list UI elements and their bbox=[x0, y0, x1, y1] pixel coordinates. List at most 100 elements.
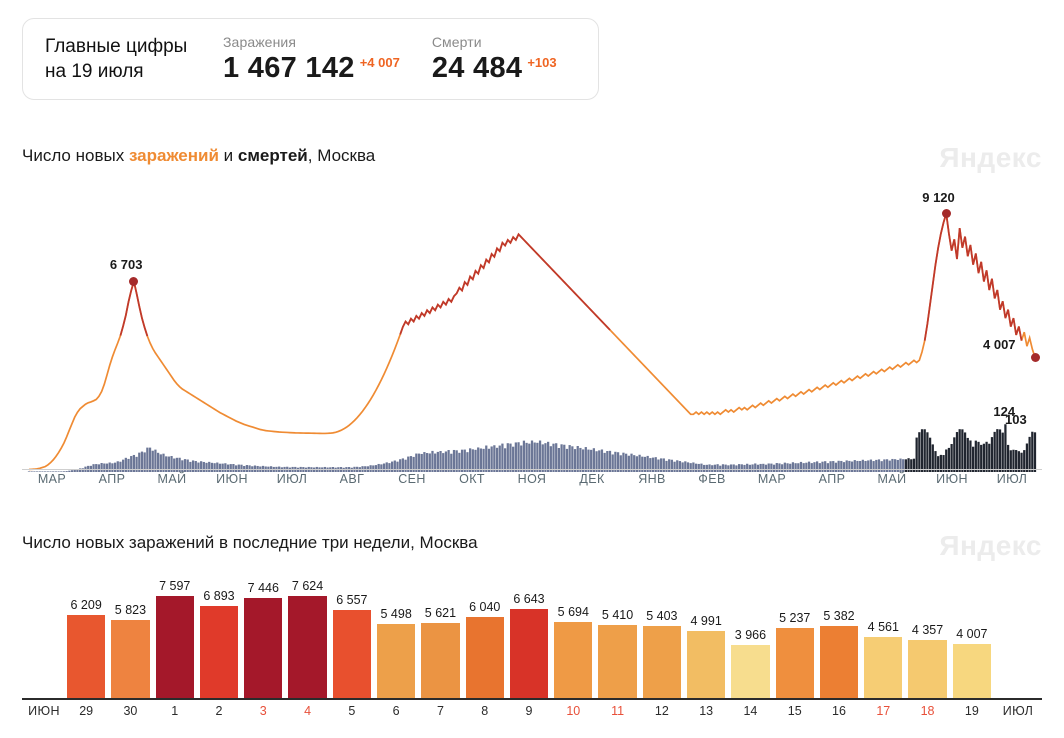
bar-column[interactable]: 5 694 bbox=[551, 568, 595, 698]
bar-rect bbox=[67, 615, 105, 698]
deaths-bar bbox=[542, 444, 544, 472]
bar-column[interactable]: 5 621 bbox=[418, 568, 462, 698]
deaths-bar bbox=[872, 461, 874, 472]
deaths-bar bbox=[528, 444, 530, 472]
bar-column[interactable]: 7 446 bbox=[241, 568, 285, 698]
bar-rect bbox=[244, 598, 282, 698]
deaths-bar bbox=[569, 445, 571, 472]
month-tick-фев: ФЕВ bbox=[698, 472, 725, 486]
metric-deaths-label: Смерти bbox=[432, 34, 557, 50]
metric-infections-value: 1 467 142 bbox=[223, 52, 355, 85]
bar-column[interactable]: 6 557 bbox=[330, 568, 374, 698]
bar-value-label: 4 991 bbox=[691, 614, 722, 628]
bar-column[interactable]: 4 561 bbox=[861, 568, 905, 698]
bar-column[interactable]: 5 498 bbox=[374, 568, 418, 698]
deaths-bar bbox=[507, 443, 509, 472]
bar-rect bbox=[377, 624, 415, 698]
top-chart-title-prefix: Число новых bbox=[22, 146, 129, 165]
bar-column[interactable]: 5 382 bbox=[817, 568, 861, 698]
deaths-bar bbox=[792, 462, 794, 472]
date-tick-июл: ИЮЛ bbox=[1003, 704, 1033, 718]
deaths-bar bbox=[746, 464, 748, 472]
deaths-bar bbox=[784, 463, 786, 472]
bar-column[interactable]: 3 966 bbox=[728, 568, 772, 698]
bar-column[interactable]: 4 991 bbox=[684, 568, 728, 698]
bar-column[interactable]: 5 237 bbox=[773, 568, 817, 698]
deaths-bar bbox=[103, 463, 105, 472]
summary-card: Главные цифры на 19 июля Заражения 1 467… bbox=[22, 18, 599, 100]
deaths-bar bbox=[867, 460, 869, 472]
bar-column[interactable]: 7 597 bbox=[153, 568, 197, 698]
deaths-bar bbox=[1007, 445, 1009, 472]
bar-column[interactable]: 4 357 bbox=[905, 568, 949, 698]
bottom-chart-axis-line bbox=[22, 698, 1042, 700]
peak-label-4007: 4 007 bbox=[983, 337, 1016, 352]
top-chart-svg bbox=[22, 180, 1042, 480]
bar-rect bbox=[156, 596, 194, 698]
bar-column[interactable]: 6 040 bbox=[463, 568, 507, 698]
deaths-bar bbox=[525, 443, 527, 472]
deaths-bar bbox=[889, 461, 891, 472]
deaths-bar bbox=[211, 463, 213, 472]
bar-column[interactable]: 4 007 bbox=[950, 568, 994, 698]
deaths-bar bbox=[838, 461, 840, 472]
deaths-bar bbox=[975, 441, 977, 472]
date-tick-18: 18 bbox=[921, 704, 935, 718]
month-tick-июн: ИЮН bbox=[216, 472, 248, 486]
bar-value-label: 5 823 bbox=[115, 603, 146, 617]
bar-rect bbox=[598, 625, 636, 698]
bar-value-label: 4 357 bbox=[912, 623, 943, 637]
three-weeks-bar-chart: 6 209 5 823 7 597 6 893 7 4467 6246 557 5 498… bbox=[22, 568, 1042, 738]
bar-value-label: 5 498 bbox=[381, 607, 412, 621]
date-tick-14: 14 bbox=[743, 704, 757, 718]
infections-line-highlight bbox=[120, 214, 1021, 341]
bar-rect bbox=[111, 620, 149, 698]
bar-column[interactable]: 6 209 bbox=[64, 568, 108, 698]
deaths-bar bbox=[523, 441, 525, 472]
metric-infections: Заражения 1 467 142 +4 007 bbox=[223, 34, 400, 85]
deaths-bar bbox=[552, 444, 554, 472]
deaths-bar bbox=[515, 442, 517, 472]
deaths-bar bbox=[391, 462, 393, 472]
deaths-bar bbox=[222, 464, 224, 472]
deaths-bar bbox=[673, 462, 675, 472]
bar-column[interactable]: 5 403 bbox=[640, 568, 684, 698]
top-chart-title-suffix: , Москва bbox=[308, 146, 376, 165]
deaths-bar bbox=[856, 461, 858, 472]
date-tick-8: 8 bbox=[481, 704, 488, 718]
peak-label-9120: 9 120 bbox=[922, 190, 955, 205]
bottom-chart-title: Число новых заражений в последние три не… bbox=[22, 533, 478, 553]
deaths-bar bbox=[851, 462, 853, 472]
bar-value-label: 5 621 bbox=[425, 606, 456, 620]
deaths-bar bbox=[910, 459, 912, 472]
bar-rect bbox=[554, 622, 592, 698]
bar-column[interactable]: 5 410 bbox=[595, 568, 639, 698]
deaths-bar bbox=[539, 441, 541, 472]
bar-column[interactable]: 7 624 bbox=[285, 568, 329, 698]
deaths-bar bbox=[216, 463, 218, 472]
deaths-bar bbox=[690, 463, 692, 472]
peak-dot-9120 bbox=[942, 209, 951, 218]
bar-rect bbox=[643, 626, 681, 698]
bar-value-label: 6 893 bbox=[203, 589, 234, 603]
month-tick-янв: ЯНВ bbox=[638, 472, 666, 486]
deaths-bar bbox=[811, 463, 813, 472]
deaths-bar bbox=[560, 444, 562, 472]
bar-column[interactable]: 5 823 bbox=[108, 568, 152, 698]
deaths-bar bbox=[891, 459, 893, 472]
deaths-bar bbox=[789, 464, 791, 472]
bar-rect bbox=[820, 626, 858, 698]
infections-line-series bbox=[29, 214, 1035, 470]
top-chart-title-mid: и bbox=[219, 146, 238, 165]
bar-column[interactable]: 6 643 bbox=[507, 568, 551, 698]
date-tick-19: 19 bbox=[965, 704, 979, 718]
deaths-bar bbox=[1026, 443, 1028, 472]
month-tick-июн: ИЮН bbox=[936, 472, 968, 486]
bar-column[interactable]: 6 893 bbox=[197, 568, 241, 698]
deaths-bar bbox=[671, 460, 673, 472]
deaths-bar bbox=[184, 459, 186, 472]
deaths-bar bbox=[956, 432, 958, 472]
bar-value-label: 5 382 bbox=[823, 609, 854, 623]
deaths-bar bbox=[816, 461, 818, 472]
bar-value-label: 5 403 bbox=[646, 609, 677, 623]
